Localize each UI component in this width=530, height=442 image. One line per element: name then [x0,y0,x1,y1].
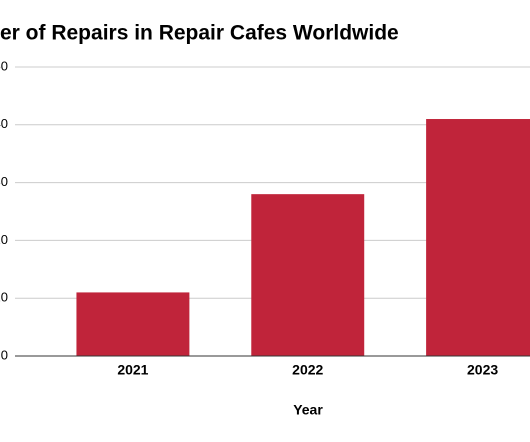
bar [251,194,365,356]
y-tick-label: 50 [0,58,8,73]
x-axis-title: Year [293,402,323,418]
y-tick-label: 0 [1,347,8,362]
x-tick-label: 2022 [292,362,323,378]
bar [426,119,530,357]
x-tick-label: 2021 [117,362,148,378]
x-tick-label: 2023 [467,362,498,378]
bar [76,292,190,356]
y-tick-label: 20 [0,232,8,247]
y-tick-label: 10 [0,290,8,305]
chart-title: er of Repairs in Repair Cafes Worldwide [0,22,399,45]
y-tick-label: 40 [0,116,8,131]
y-tick-label: 30 [0,174,8,189]
